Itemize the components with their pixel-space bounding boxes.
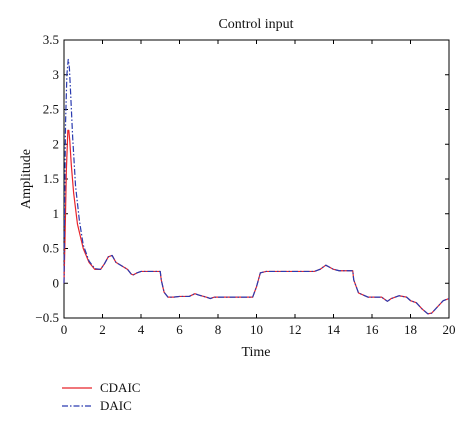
- x-tick-label: 0: [61, 322, 68, 337]
- legend: CDAIC DAIC: [62, 380, 140, 413]
- y-tick-label: 1: [53, 206, 60, 221]
- x-tick-label: 2: [99, 322, 106, 337]
- chart-title: Control input: [218, 17, 293, 32]
- y-tick-label: 1.5: [43, 171, 59, 186]
- x-tick-label: 18: [404, 322, 417, 337]
- legend-label-daic: DAIC: [100, 398, 132, 413]
- y-tick-label: 2.5: [43, 102, 59, 117]
- y-tick-label: 2: [53, 136, 60, 151]
- y-tick-label: 3: [53, 67, 60, 82]
- x-tick-label: 10: [250, 322, 263, 337]
- y-tick-label: 0.5: [43, 241, 59, 256]
- x-tick-label: 6: [176, 322, 183, 337]
- y-tick-label: 0: [53, 275, 60, 290]
- x-tick-label: 8: [215, 322, 222, 337]
- legend-label-cdaic: CDAIC: [100, 380, 140, 395]
- y-tick-label: 3.5: [43, 32, 59, 47]
- x-tick-label: 4: [138, 322, 145, 337]
- x-axis-ticks: 0 2 4 6 8 10 12 14 16 18 20: [61, 40, 456, 337]
- x-tick-label: 12: [289, 322, 302, 337]
- x-tick-label: 20: [443, 322, 456, 337]
- plot-area: [63, 39, 450, 319]
- x-tick-label: 14: [327, 322, 341, 337]
- x-tick-label: 16: [366, 322, 380, 337]
- y-tick-label: −0.5: [35, 310, 59, 325]
- y-axis-label: Amplitude: [19, 149, 34, 209]
- y-axis-ticks: −0.5 0 0.5 1 1.5 2 2.5 3 3.5: [35, 32, 449, 325]
- series-line-daic: [63, 58, 450, 315]
- series-layer: [63, 58, 450, 315]
- x-axis-label: Time: [241, 345, 270, 360]
